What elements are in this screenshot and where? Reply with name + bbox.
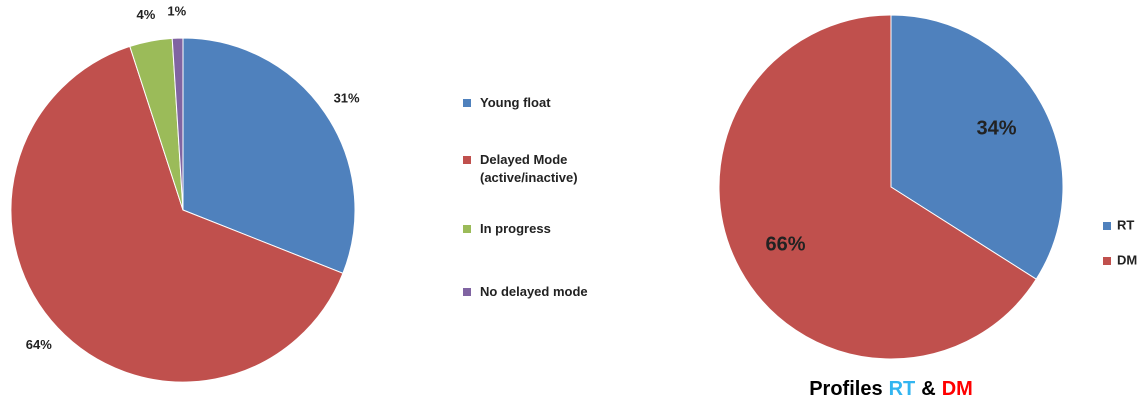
slice-label: 34% bbox=[976, 117, 1016, 139]
legend-label: Young float bbox=[480, 95, 551, 110]
legend-label: RT bbox=[1117, 217, 1134, 232]
legend-label: Delayed Mode (active/inactive) bbox=[480, 152, 578, 185]
legend-label: No delayed mode bbox=[480, 284, 588, 299]
pie-slice bbox=[718, 14, 1037, 360]
title-part: & bbox=[921, 378, 935, 400]
pie-slice bbox=[10, 45, 344, 383]
legend-swatch bbox=[463, 99, 471, 107]
chart-title: Profiles RT & DM bbox=[809, 378, 973, 400]
legend-swatch bbox=[463, 288, 471, 296]
slice-label: 4% bbox=[137, 7, 156, 22]
legend-entry: Delayed Mode (active/inactive) bbox=[480, 152, 578, 185]
pie-slice bbox=[171, 37, 184, 211]
legend-label: DM bbox=[1117, 252, 1137, 267]
title-part: Profiles bbox=[809, 378, 882, 400]
slice-label: 66% bbox=[765, 233, 805, 255]
legend-label: In progress bbox=[480, 221, 551, 236]
legend-swatch bbox=[463, 156, 471, 164]
legend-swatch bbox=[1103, 222, 1111, 230]
legend-swatch bbox=[463, 225, 471, 233]
slice-label: 1% bbox=[167, 4, 186, 19]
legend-swatch bbox=[1103, 257, 1111, 265]
legend-entry: No delayed mode bbox=[480, 284, 588, 299]
legend-entry: Young float bbox=[480, 95, 551, 110]
slice-label: 64% bbox=[26, 337, 52, 352]
pie-slice bbox=[182, 37, 356, 274]
slice-label: 31% bbox=[334, 90, 360, 105]
pie-slice bbox=[890, 14, 1064, 280]
legend-entry: In progress bbox=[480, 221, 551, 236]
title-part: RT bbox=[889, 378, 916, 400]
title-part: DM bbox=[942, 378, 973, 400]
